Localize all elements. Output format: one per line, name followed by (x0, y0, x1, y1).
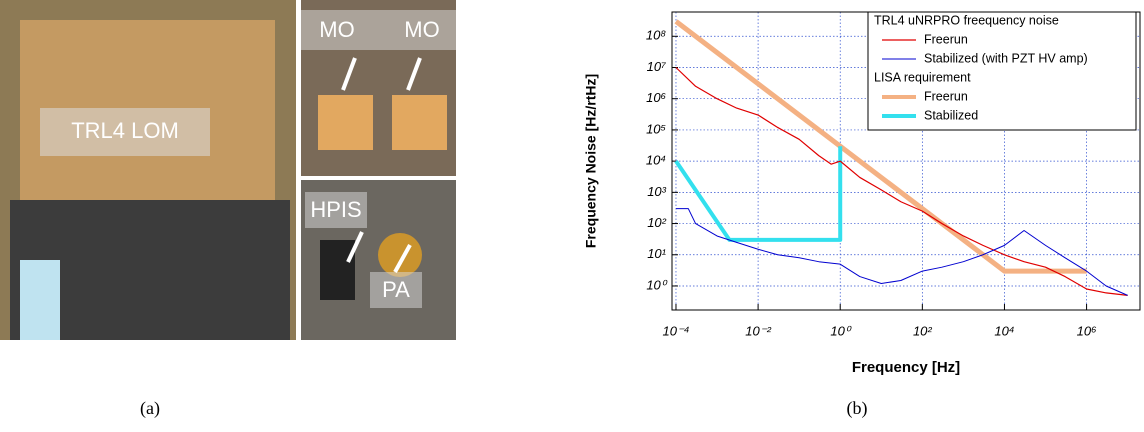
label-box (301, 10, 456, 50)
x-tick-label: 10⁶ (1077, 323, 1097, 338)
photo-label: TRL4 LOM (71, 118, 179, 143)
y-tick-label: 10⁸ (646, 28, 666, 43)
y-tick-label: 10¹ (647, 246, 666, 261)
series-line (674, 19, 1087, 274)
photo-label: HPIS (310, 197, 361, 222)
photo-detail (392, 95, 447, 150)
arrow (346, 231, 364, 263)
y-tick-label: 10² (647, 215, 666, 230)
photo-detail (318, 95, 373, 150)
y-axis-title: Frequency Noise [Hz/rtHz] (583, 74, 599, 248)
photo-detail (320, 240, 355, 300)
legend-label: Freerun (924, 32, 968, 46)
legend-group-title: LISA requirement (874, 70, 971, 84)
y-tick-label: 10⁶ (646, 90, 666, 105)
arrow (406, 57, 422, 91)
panel-label: (a) (140, 398, 160, 419)
photo-label: MO (319, 17, 354, 42)
label-box (305, 192, 367, 228)
label-box (40, 108, 210, 156)
series-line (674, 146, 843, 242)
x-tick-label: 10⁻⁴ (663, 323, 690, 338)
arrow (341, 57, 357, 91)
legend-group-title: TRL4 uNRPRO freequency noise (874, 13, 1059, 27)
y-tick-label: 10⁴ (646, 153, 666, 168)
y-tick-label: 10⁰ (646, 277, 667, 292)
legend-label: Freerun (924, 89, 968, 103)
photo-panel: TRL4 LOM MO MO HPIS PA (0, 0, 456, 340)
y-tick-label: 10⁵ (646, 121, 666, 136)
panel-label: (b) (847, 398, 868, 419)
photo-detail (378, 233, 422, 277)
y-tick-label: 10³ (647, 184, 666, 199)
y-tick-label: 10⁷ (647, 59, 667, 74)
photo-label: PA (382, 277, 410, 302)
x-tick-label: 10⁻² (745, 323, 771, 338)
legend-label: Stabilized (with PZT HV amp) (924, 51, 1088, 65)
x-tick-label: 10⁴ (994, 323, 1014, 338)
photo-detail (20, 260, 60, 340)
photo-label: MO (404, 17, 439, 42)
legend-box (867, 11, 1137, 131)
series-line (675, 67, 1128, 296)
series-line (675, 208, 1128, 296)
x-tick-label: 10² (913, 323, 932, 338)
x-tick-label: 10⁰ (830, 323, 851, 338)
arrow (393, 244, 412, 273)
label-box (370, 272, 422, 308)
legend-label: Stabilized (924, 108, 978, 122)
x-axis-title: Frequency [Hz] (852, 359, 960, 376)
